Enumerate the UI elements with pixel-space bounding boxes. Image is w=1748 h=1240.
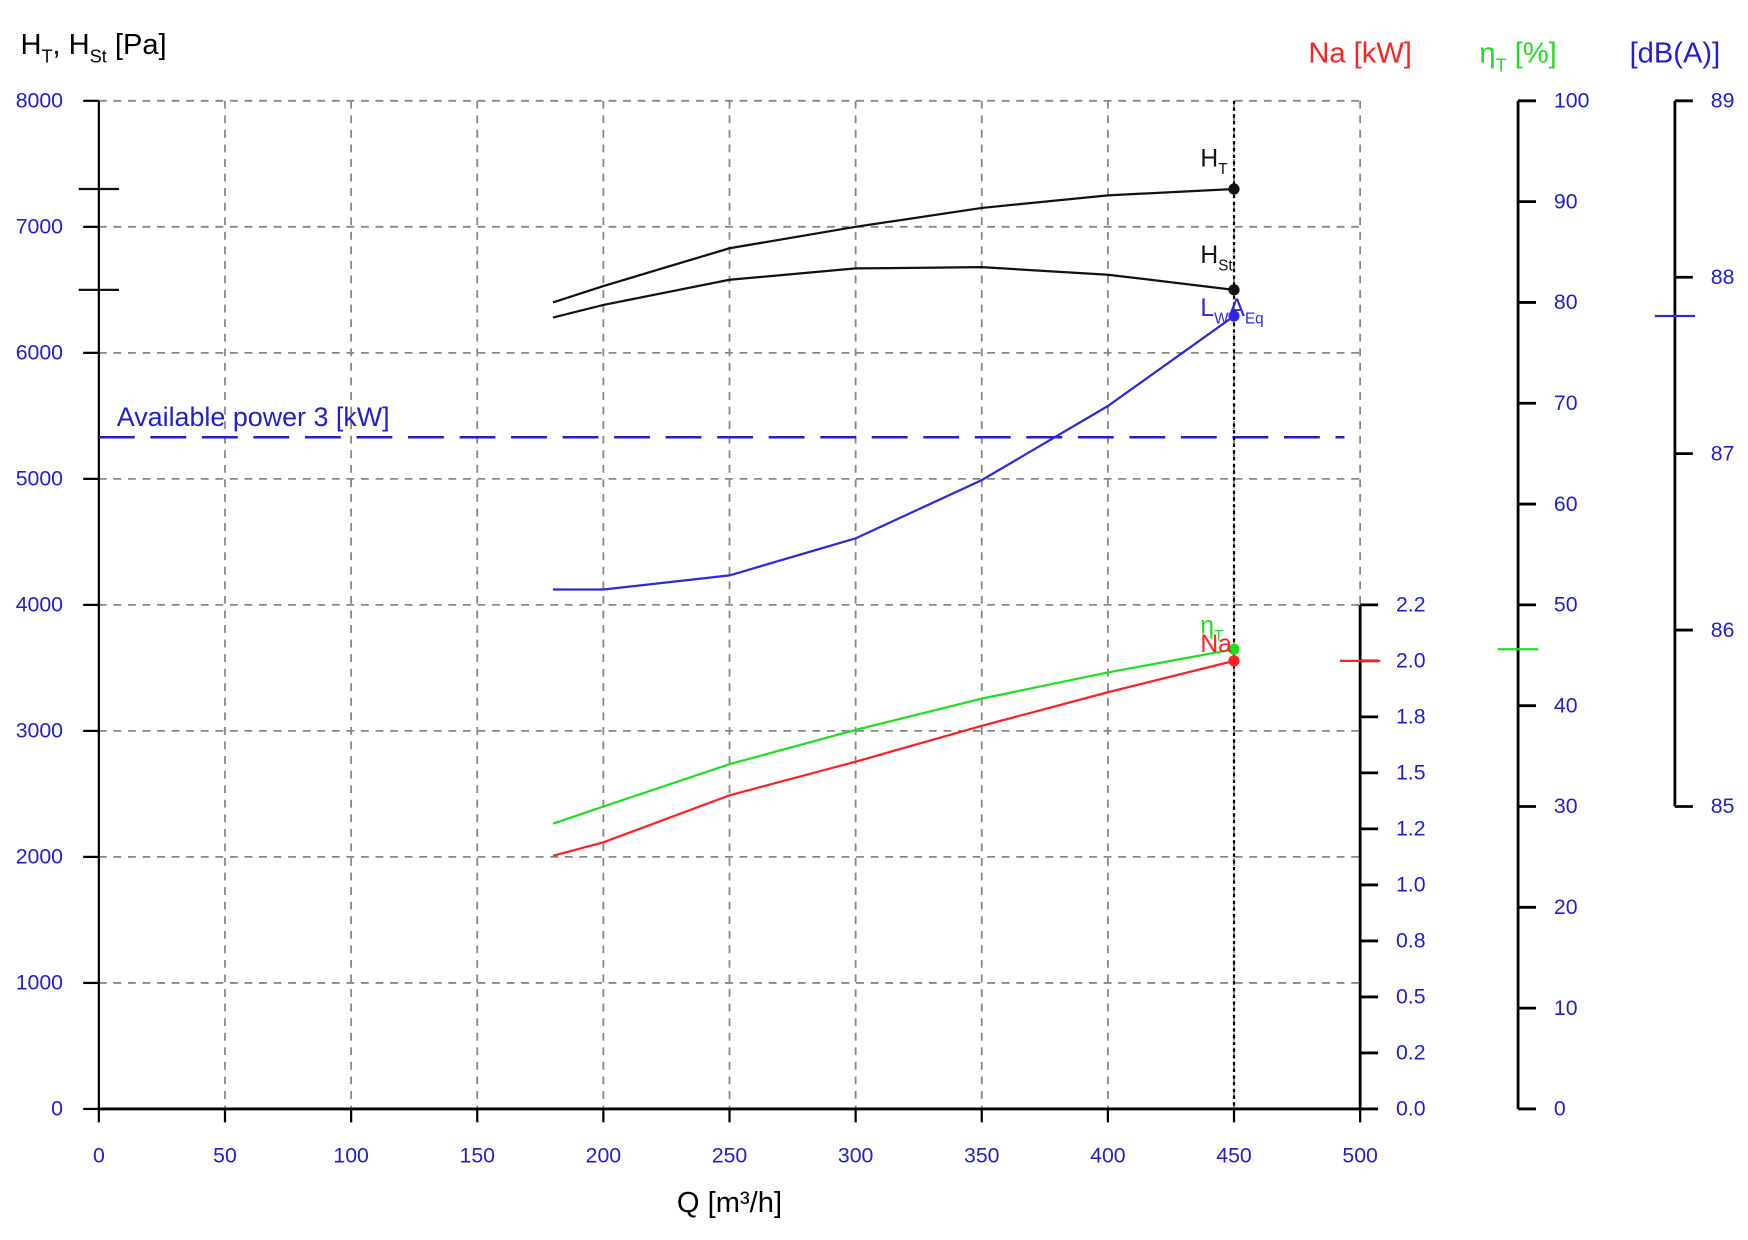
y-tick-label: 2000 bbox=[16, 845, 63, 869]
y-tick-label: 1000 bbox=[16, 971, 63, 995]
y-tick-label: 0 bbox=[51, 1097, 63, 1121]
y-tick-label: 30 bbox=[1554, 794, 1578, 818]
curve-label: Na bbox=[1200, 631, 1232, 658]
curve bbox=[552, 315, 1235, 591]
y-tick-label: 85 bbox=[1711, 794, 1735, 818]
x-tick-label: 500 bbox=[1342, 1144, 1377, 1168]
text-part: , H bbox=[53, 29, 90, 61]
y-tick-label: 10 bbox=[1554, 996, 1578, 1020]
y-tick-label: 70 bbox=[1554, 391, 1578, 415]
text-part: L bbox=[1200, 295, 1214, 322]
y-tick-label: 3000 bbox=[16, 719, 63, 743]
x-tick-label: 250 bbox=[712, 1144, 747, 1168]
y-tick-label: 60 bbox=[1554, 492, 1578, 516]
y-tick-label: 100 bbox=[1554, 89, 1589, 113]
text-part: Na [kW] bbox=[1308, 38, 1412, 70]
x-axis-label: Q [m³/h] bbox=[677, 1187, 782, 1219]
y-axis-label: HT, HSt [Pa] bbox=[20, 29, 166, 67]
text-part: [Pa] bbox=[107, 29, 167, 61]
text-part: Na bbox=[1200, 631, 1232, 658]
y-tick-label: 0.5 bbox=[1396, 985, 1426, 1009]
x-tick-label: 350 bbox=[964, 1144, 999, 1168]
text-part: η bbox=[1200, 613, 1214, 640]
y-tick-label: 2.2 bbox=[1396, 593, 1426, 617]
operating-point bbox=[1228, 310, 1240, 322]
y-tick-label: 8000 bbox=[16, 89, 63, 113]
y-tick-label: 90 bbox=[1554, 189, 1578, 213]
curve bbox=[552, 648, 1235, 825]
curve bbox=[552, 659, 1235, 857]
subscript: T bbox=[1218, 161, 1227, 178]
operating-point bbox=[1228, 284, 1240, 296]
text-part: H bbox=[1200, 146, 1218, 173]
x-tick-label: 450 bbox=[1216, 1144, 1251, 1168]
axis-title: ηT [%] bbox=[1479, 38, 1556, 76]
curve bbox=[552, 187, 1235, 304]
y-tick-label: 88 bbox=[1711, 265, 1735, 289]
x-tick-label: 300 bbox=[838, 1144, 873, 1168]
axis-title: [dB(A)] bbox=[1630, 38, 1721, 70]
y-tick-label: 50 bbox=[1554, 593, 1578, 617]
subscript: T bbox=[41, 47, 52, 67]
y-tick-label: 0 bbox=[1554, 1097, 1566, 1121]
x-tick-label: 150 bbox=[460, 1144, 495, 1168]
text-part: H bbox=[1200, 242, 1218, 269]
curve-label: HT bbox=[1200, 146, 1227, 178]
y-tick-label: 86 bbox=[1711, 618, 1735, 642]
annotation: Available power 3 [kW] bbox=[117, 402, 390, 432]
x-tick-label: 100 bbox=[333, 1144, 368, 1168]
axis-title: Na [kW] bbox=[1308, 38, 1412, 70]
operating-point bbox=[1228, 183, 1240, 195]
y-tick-label: 20 bbox=[1554, 895, 1578, 919]
curve-label: LWAEq bbox=[1200, 295, 1263, 327]
x-tick-label: 400 bbox=[1090, 1144, 1125, 1168]
x-tick-label: 50 bbox=[213, 1144, 237, 1168]
subscript: St bbox=[90, 47, 107, 67]
y-tick-label: 1.5 bbox=[1396, 761, 1426, 785]
y-tick-label: 1.2 bbox=[1396, 817, 1426, 841]
y-tick-label: 87 bbox=[1711, 441, 1735, 465]
y-tick-label: 89 bbox=[1711, 89, 1735, 113]
operating-point bbox=[1228, 643, 1240, 655]
y-tick-label: 1.8 bbox=[1396, 705, 1426, 729]
y-tick-label: 40 bbox=[1554, 693, 1578, 717]
y-tick-label: 4000 bbox=[16, 593, 63, 617]
operating-point bbox=[1228, 655, 1240, 667]
subscript: St bbox=[1218, 257, 1233, 274]
y-tick-label: 1.0 bbox=[1396, 873, 1426, 897]
y-tick-label: 5000 bbox=[16, 467, 63, 491]
subscript: T bbox=[1214, 628, 1223, 645]
text-part: [%] bbox=[1507, 38, 1557, 70]
curve-label: ηT bbox=[1200, 613, 1223, 645]
y-tick-label: 2.0 bbox=[1396, 649, 1426, 673]
text-part: A bbox=[1229, 295, 1246, 322]
subscript: W bbox=[1214, 310, 1229, 327]
curve-label: HSt bbox=[1200, 242, 1233, 274]
text-part: η bbox=[1479, 38, 1495, 70]
curve bbox=[552, 266, 1235, 319]
y-tick-label: 6000 bbox=[16, 341, 63, 365]
y-tick-label: 0.8 bbox=[1396, 929, 1426, 953]
text-part: H bbox=[20, 29, 41, 61]
x-tick-label: 0 bbox=[93, 1144, 105, 1168]
y-tick-label: 0.0 bbox=[1396, 1097, 1426, 1121]
y-tick-label: 80 bbox=[1554, 290, 1578, 314]
x-tick-label: 200 bbox=[586, 1144, 621, 1168]
y-tick-label: 7000 bbox=[16, 215, 63, 239]
subscript: Eq bbox=[1245, 310, 1264, 327]
text-part: [dB(A)] bbox=[1630, 38, 1721, 70]
subscript: T bbox=[1496, 55, 1507, 75]
y-tick-label: 0.2 bbox=[1396, 1041, 1426, 1065]
